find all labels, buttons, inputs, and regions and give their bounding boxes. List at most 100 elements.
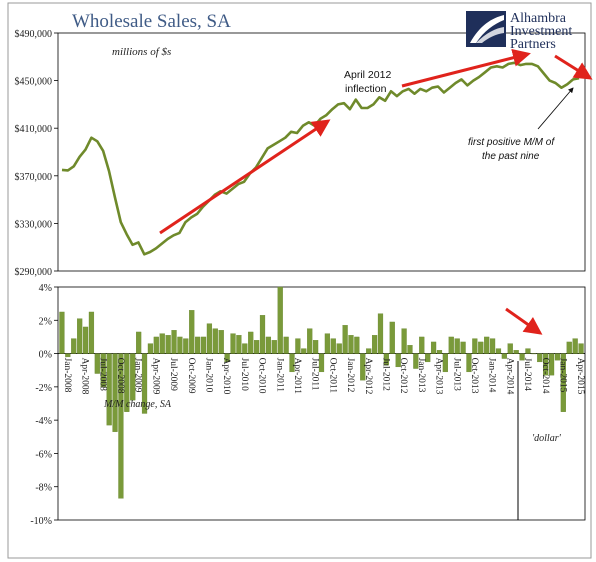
x-tick-label: Oct-2012 bbox=[398, 358, 408, 394]
mm-bar bbox=[254, 340, 260, 354]
mm-bar bbox=[259, 315, 266, 354]
x-tick-label: Jan-2008 bbox=[62, 358, 72, 393]
mm-bar bbox=[136, 331, 142, 354]
mm-bar bbox=[59, 311, 65, 354]
mm-bar bbox=[460, 341, 466, 354]
mm-bar bbox=[183, 338, 189, 354]
mm-bar bbox=[106, 353, 112, 426]
mm-bar bbox=[525, 348, 531, 354]
mm-bar bbox=[377, 313, 384, 354]
x-tick-label: Apr-2008 bbox=[80, 358, 90, 395]
mm-bar bbox=[248, 331, 254, 354]
x-tick-label: Apr-2009 bbox=[150, 358, 160, 395]
mm-bar bbox=[153, 336, 159, 354]
mm-bar bbox=[501, 353, 507, 359]
bottom-y-tick-label: -2% bbox=[35, 383, 52, 394]
x-tick-label: Jan-2015 bbox=[558, 358, 568, 393]
x-tick-label: Jul-2011 bbox=[310, 358, 320, 391]
x-tick-label: Oct-2008 bbox=[115, 358, 125, 394]
x-tick-label: Jul-2014 bbox=[522, 358, 532, 392]
divider-label: 'dollar' bbox=[532, 433, 562, 444]
top-y-tick-label: $450,000 bbox=[15, 77, 53, 88]
mm-bar bbox=[478, 341, 484, 354]
mm-bar bbox=[366, 348, 372, 354]
sales-series bbox=[61, 61, 580, 256]
trend-arrow-3 bbox=[554, 54, 593, 80]
mm-bar bbox=[489, 338, 496, 354]
x-tick-label: Apr-2012 bbox=[363, 358, 373, 395]
mm-bar bbox=[560, 353, 566, 412]
mm-bar bbox=[454, 338, 460, 354]
inflection-label-line1: April 2012 bbox=[344, 69, 391, 81]
line-plot-area bbox=[57, 32, 586, 272]
mm-bar bbox=[484, 336, 490, 354]
positive-label-line1: first positive M/M of bbox=[468, 137, 555, 148]
mm-bar bbox=[348, 335, 354, 354]
mm-bar bbox=[206, 323, 213, 354]
units-label: millions of $s bbox=[112, 46, 171, 58]
mm-bar bbox=[513, 350, 519, 354]
mm-bar bbox=[330, 338, 336, 354]
bar-subtitle: M/M change, SA bbox=[103, 399, 172, 410]
mm-bar bbox=[301, 348, 307, 354]
bottom-y-tick-label: -4% bbox=[35, 416, 52, 427]
x-tick-label: Jul-2012 bbox=[381, 358, 391, 392]
logo-line3: Partners bbox=[510, 37, 556, 52]
mm-bar bbox=[165, 335, 171, 354]
mm-bar bbox=[307, 328, 313, 354]
x-tick-label: Apr-2011 bbox=[292, 358, 302, 395]
mm-bar bbox=[360, 353, 366, 381]
x-tick-label: Oct-2013 bbox=[469, 358, 479, 394]
mm-bar bbox=[430, 341, 437, 354]
mm-bar bbox=[100, 353, 106, 388]
top-y-tick-label: $370,000 bbox=[15, 172, 53, 183]
mm-bar bbox=[289, 353, 295, 373]
mm-bar bbox=[224, 353, 230, 363]
bottom-y-axis: 4% 2% 0% -2% -4% -6% -8% -10% bbox=[30, 283, 58, 527]
mm-bar bbox=[159, 333, 165, 354]
mm-bar bbox=[88, 311, 95, 354]
mm-bar bbox=[271, 340, 277, 354]
mm-bar bbox=[371, 335, 378, 354]
x-tick-label: Jul-2013 bbox=[451, 358, 461, 392]
x-tick-label: Apr-2010 bbox=[221, 358, 231, 395]
mm-bar bbox=[77, 318, 83, 354]
mm-bar bbox=[578, 343, 584, 354]
bottom-y-tick-label: 4% bbox=[39, 283, 52, 294]
x-tick-label: Oct-2010 bbox=[257, 358, 267, 394]
mm-bar bbox=[242, 343, 248, 354]
x-tick-label: Apr-2013 bbox=[434, 358, 444, 395]
x-tick-label: Jan-2012 bbox=[345, 358, 355, 393]
mm-bar bbox=[566, 341, 572, 354]
alhambra-logo: Alhambra Investment Partners bbox=[466, 11, 572, 52]
mm-bar bbox=[472, 338, 478, 354]
x-tick-label: Jul-2010 bbox=[239, 358, 249, 392]
mm-change-series bbox=[58, 286, 585, 499]
x-tick-label: Oct-2011 bbox=[327, 358, 337, 394]
positive-label-line2: the past nine bbox=[482, 151, 540, 162]
outer-border bbox=[7, 2, 592, 559]
mm-bar bbox=[413, 353, 419, 369]
x-tick-label: Jan-2009 bbox=[133, 358, 143, 393]
mm-bar bbox=[419, 336, 425, 354]
inflection-label-line2: inflection bbox=[345, 83, 387, 95]
top-y-tick-label: $490,000 bbox=[15, 29, 53, 40]
trend-arrow-2 bbox=[401, 48, 531, 88]
x-tick-label: Jan-2014 bbox=[487, 358, 497, 393]
mm-bar bbox=[200, 336, 207, 354]
x-tick-label: Jan-2011 bbox=[274, 358, 284, 393]
bottom-y-tick-label: 2% bbox=[39, 316, 52, 327]
trend-arrow-1 bbox=[159, 119, 331, 235]
x-tick-label: Oct-2009 bbox=[186, 358, 196, 394]
x-tick-label: Jan-2013 bbox=[416, 358, 426, 393]
mm-bar bbox=[265, 336, 272, 354]
mm-bar bbox=[519, 353, 525, 361]
mm-bar bbox=[572, 338, 578, 354]
sales-line bbox=[61, 61, 580, 256]
bottom-y-tick-label: -6% bbox=[35, 449, 52, 460]
mm-bar bbox=[354, 336, 360, 354]
mm-bar bbox=[436, 350, 443, 354]
mm-bar bbox=[442, 353, 448, 373]
mm-bar bbox=[466, 353, 472, 373]
mm-bar bbox=[401, 328, 407, 354]
